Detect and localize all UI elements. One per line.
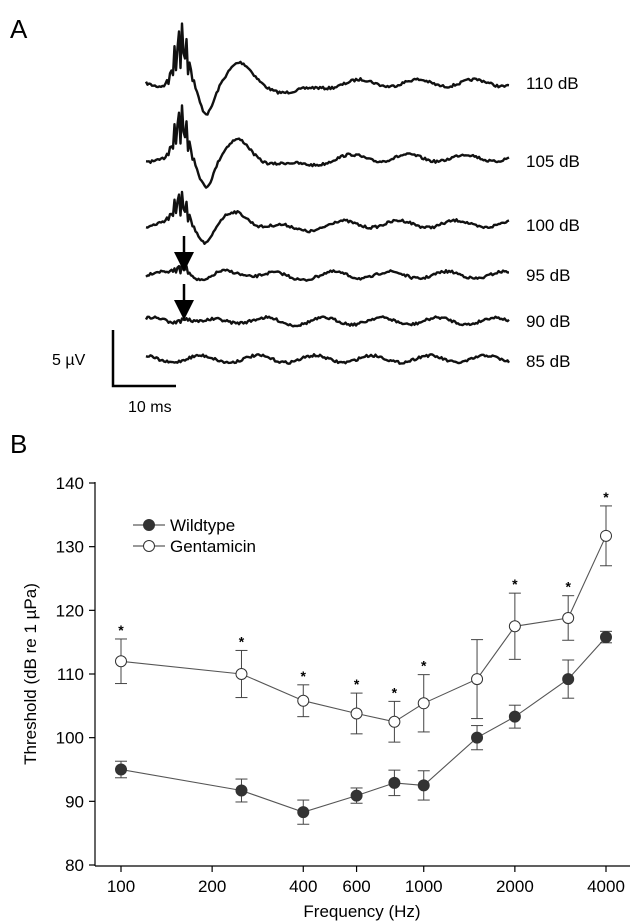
- significance-star: *: [565, 579, 571, 595]
- significance-star: *: [392, 684, 398, 700]
- data-point: [350, 789, 363, 802]
- data-point: [297, 806, 310, 819]
- y-tick-label: 90: [65, 792, 84, 811]
- panel-a-label: A: [10, 14, 28, 44]
- x-tick-label: 4000: [587, 877, 625, 896]
- x-tick-label: 600: [342, 877, 370, 896]
- data-point: [562, 673, 575, 686]
- data-point: [115, 655, 127, 668]
- series-wildtype: [115, 630, 612, 825]
- data-point: [600, 529, 612, 542]
- x-axis-title: Frequency (Hz): [303, 902, 420, 921]
- y-tick-label: 120: [56, 601, 84, 620]
- data-point: [562, 611, 575, 624]
- y-ticks: 80 90 100 110 120 130 140: [56, 474, 95, 875]
- significance-star: *: [118, 622, 124, 638]
- chart-series: * * * * * * * * *: [115, 489, 612, 825]
- x-ticks: 100 200 400 600 1000 2000 4000: [107, 866, 625, 896]
- abr-trace: [145, 261, 509, 282]
- data-point: [388, 776, 401, 789]
- data-point: [235, 784, 248, 797]
- y-axis-title: Threshold (dB re 1 µPa): [21, 583, 40, 765]
- significance-star: *: [239, 633, 245, 649]
- significance-star: *: [301, 668, 307, 684]
- data-point: [115, 763, 127, 776]
- significance-star: *: [512, 576, 518, 592]
- y-tick-label: 100: [56, 729, 84, 748]
- y-tick-label: 80: [65, 856, 84, 875]
- legend: Wildtype Gentamicin: [133, 516, 256, 556]
- scale-time-label: 10 ms: [128, 399, 172, 416]
- trace-label-95: 95 dB: [526, 266, 570, 285]
- abr-traces: [144, 22, 511, 365]
- y-tick-label: 140: [56, 474, 84, 493]
- series-gentamicin: * * * * * * * * *: [115, 489, 612, 743]
- legend-wildtype-label: Wildtype: [170, 516, 235, 535]
- x-tick-label: 1000: [405, 877, 443, 896]
- abr-trace: [145, 353, 511, 365]
- scale-amplitude-label: 5 µV: [52, 352, 86, 369]
- trace-label-110: 110 dB: [526, 74, 579, 93]
- data-point: [350, 707, 363, 720]
- abr-trace: [144, 315, 510, 328]
- trace-label-100: 100 dB: [526, 216, 580, 235]
- trace-labels: 110 dB 105 dB 100 dB 95 dB 90 dB 85 dB: [526, 74, 580, 371]
- data-point: [388, 715, 401, 728]
- x-tick-label: 2000: [496, 877, 534, 896]
- trace-label-90: 90 dB: [526, 312, 570, 331]
- legend-wildtype-marker: [143, 519, 155, 531]
- series-line: [120, 535, 607, 723]
- x-tick-label: 400: [289, 877, 317, 896]
- x-tick-label: 100: [107, 877, 135, 896]
- data-point: [235, 668, 248, 680]
- scale-bar-lines: [111, 330, 176, 388]
- data-point: [417, 779, 430, 792]
- legend-gentamicin-label: Gentamicin: [170, 537, 256, 556]
- data-point: [508, 620, 521, 633]
- abr-trace: [145, 190, 510, 245]
- panel-b-label: B: [10, 429, 27, 459]
- significance-star: *: [354, 676, 360, 692]
- data-point: [471, 731, 484, 744]
- data-point: [297, 694, 310, 707]
- significance-star: *: [603, 489, 609, 505]
- abr-trace: [145, 104, 510, 189]
- data-point: [471, 673, 484, 686]
- trace-label-85: 85 dB: [526, 352, 570, 371]
- panel-b: B 80 90 100 110 120 130 140 100 200 400 600 1000 20…: [10, 429, 630, 921]
- trace-label-105: 105 dB: [526, 152, 580, 171]
- data-point: [508, 710, 521, 723]
- scale-bar: 5 µV 10 ms: [52, 330, 176, 416]
- significance-star: *: [421, 658, 427, 674]
- data-point: [600, 631, 612, 644]
- data-point: [417, 697, 430, 710]
- legend-gentamicin-marker: [143, 540, 155, 552]
- x-tick-label: 200: [198, 877, 226, 896]
- series-line: [120, 636, 607, 813]
- y-tick-label: 110: [57, 665, 84, 684]
- abr-trace: [144, 22, 510, 116]
- panel-a: A 110 dB 105 dB 100 dB 95 dB 90 dB 85 dB…: [10, 14, 580, 416]
- y-tick-label: 130: [56, 538, 84, 557]
